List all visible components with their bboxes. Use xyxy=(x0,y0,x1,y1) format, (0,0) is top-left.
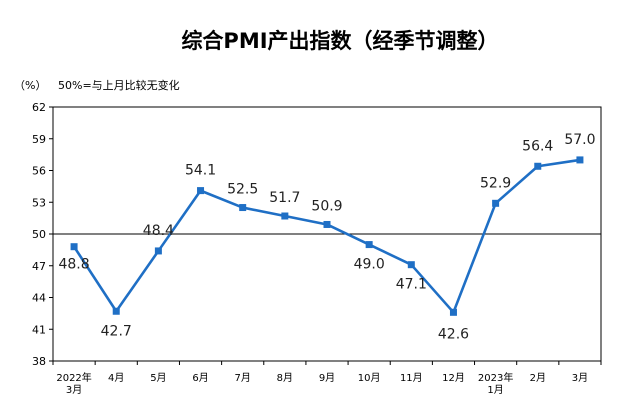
x-tick-label: 1月 xyxy=(487,384,503,396)
y-tick-label: 56 xyxy=(32,165,46,178)
x-tick-label: 3月 xyxy=(66,384,82,396)
data-point xyxy=(239,204,247,212)
data-label: 47.1 xyxy=(396,277,427,293)
data-label: 50.9 xyxy=(311,198,342,214)
data-point xyxy=(70,243,78,251)
x-tick-label: 6月 xyxy=(192,372,208,384)
data-point xyxy=(197,187,205,195)
data-label: 42.6 xyxy=(438,326,469,342)
data-point xyxy=(112,307,120,315)
data-label: 56.4 xyxy=(522,138,553,154)
data-label: 48.8 xyxy=(58,257,89,273)
data-label: 57.0 xyxy=(564,132,595,148)
data-label: 49.0 xyxy=(354,257,385,273)
data-point xyxy=(365,241,373,249)
x-tick-label: 8月 xyxy=(277,372,293,384)
x-tick-label: 11月 xyxy=(400,372,423,384)
x-tick-label: 2023年 xyxy=(478,371,513,384)
x-tick-label: 5月 xyxy=(150,372,166,384)
data-point xyxy=(407,261,415,269)
reference-note: 50%=与上月比较无变化 xyxy=(58,78,180,92)
y-axis: 62 59 56 53 50 47 44 41 38 xyxy=(32,101,53,368)
y-tick-label: 59 xyxy=(32,133,46,146)
y-tick-label: 41 xyxy=(32,323,46,336)
data-point xyxy=(281,212,289,220)
data-label: 52.9 xyxy=(480,175,511,191)
data-markers xyxy=(70,156,584,316)
y-unit-label: （%） xyxy=(14,79,46,92)
data-label: 54.1 xyxy=(185,163,216,179)
data-point xyxy=(449,308,457,316)
x-tick-label: 7月 xyxy=(235,372,251,384)
x-tick-label: 12月 xyxy=(442,372,465,384)
x-tick-label: 9月 xyxy=(319,372,335,384)
y-tick-label: 38 xyxy=(32,355,46,368)
y-tick-label: 47 xyxy=(32,260,46,273)
y-tick-label: 50 xyxy=(32,228,46,241)
y-tick-label: 44 xyxy=(32,292,46,305)
x-tick-label: 10月 xyxy=(358,372,381,384)
x-tick-label: 2月 xyxy=(530,372,546,384)
data-point xyxy=(534,162,542,170)
data-point xyxy=(154,247,162,255)
data-point xyxy=(492,199,500,207)
data-label: 51.7 xyxy=(269,190,300,206)
data-label: 52.5 xyxy=(227,182,258,198)
data-label: 42.7 xyxy=(101,323,132,339)
data-label: 48.4 xyxy=(143,223,174,239)
x-tick-label: 4月 xyxy=(108,372,124,384)
y-tick-label: 62 xyxy=(32,101,46,114)
data-labels: 48.8 42.7 48.4 54.1 52.5 51.7 50.9 49.0 47.1 42.6… xyxy=(58,132,595,342)
x-tick-label: 2022年 xyxy=(56,371,91,384)
chart-title: 综合PMI产出指数（经季节调整） xyxy=(181,29,498,53)
data-point xyxy=(576,156,584,164)
x-tick-label: 3月 xyxy=(572,372,588,384)
y-tick-label: 53 xyxy=(32,196,46,209)
data-point xyxy=(323,220,331,228)
